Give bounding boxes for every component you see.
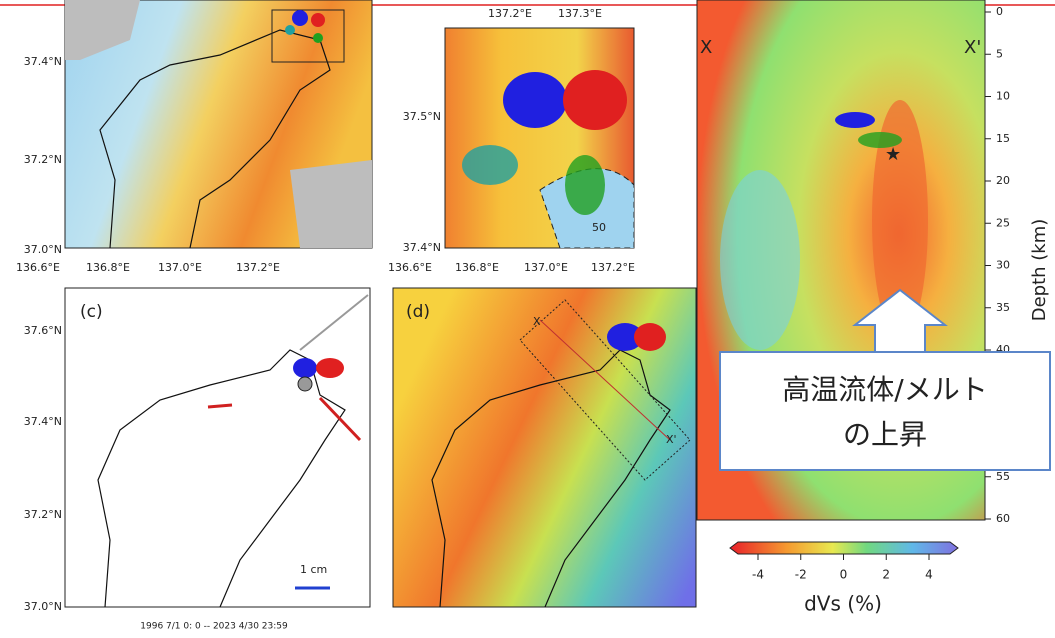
callout-line: 高温流体/メルト	[782, 373, 987, 406]
contour-label: 50	[592, 221, 606, 234]
depth-tick-label: 0	[996, 5, 1003, 18]
panel-a	[65, 0, 372, 248]
lon-label: 137.0°E	[158, 261, 202, 274]
lat-label: 37.6°N	[24, 324, 62, 337]
section-end: X'	[666, 433, 677, 446]
panel-d: (d) X X'	[393, 288, 696, 607]
scale-label: 1 cm	[300, 563, 327, 576]
lon-label: 136.8°E	[455, 261, 499, 274]
colorbar-tick-label: 2	[882, 568, 890, 582]
figure: 50 ★ X X' Depth (km) (c) 1 cm 1996 7/1 0…	[0, 0, 1055, 638]
colorbar-label: dVs (%)	[804, 592, 882, 616]
lat-label: 37.4°N	[403, 241, 441, 254]
panel-label: (d)	[406, 302, 430, 322]
lon-label: 137.2°E	[236, 261, 280, 274]
lat-label: 37.0°N	[24, 243, 62, 256]
panel-b: 50	[445, 28, 634, 248]
lat-label: 37.4°N	[24, 415, 62, 428]
section-end: X'	[964, 37, 981, 58]
depth-tick-label: 60	[996, 512, 1010, 525]
section-start: X	[700, 37, 712, 58]
lon-label: 136.8°E	[86, 261, 130, 274]
depth-tick-label: 55	[996, 470, 1010, 483]
depth-tick-label: 10	[996, 90, 1010, 103]
lon-label: 137.3°E	[558, 7, 602, 20]
depth-tick-label: 25	[996, 216, 1010, 229]
lat-label: 37.4°N	[24, 55, 62, 68]
colorbar-tick-label: -2	[795, 568, 807, 582]
lon-label: 137.0°E	[524, 261, 568, 274]
lat-label: 37.2°N	[24, 153, 62, 166]
depth-axis-label: Depth (km)	[1029, 219, 1050, 322]
depth-tick-label: 15	[996, 132, 1010, 145]
colorbar-tick-label: 4	[925, 568, 933, 582]
lat-label: 37.0°N	[24, 600, 62, 613]
lon-label: 136.6°E	[388, 261, 432, 274]
panel-label: (c)	[80, 302, 103, 322]
lat-label: 37.5°N	[403, 110, 441, 123]
callout-line: の上昇	[843, 418, 927, 451]
colorbar-tick-label: 0	[840, 568, 848, 582]
depth-tick-label: 30	[996, 259, 1010, 272]
lat-label: 37.2°N	[24, 508, 62, 521]
lon-label: 136.6°E	[16, 261, 60, 274]
lon-label: 137.2°E	[488, 7, 532, 20]
lon-label: 137.2°E	[591, 261, 635, 274]
section-start: X	[533, 315, 541, 328]
star: ★	[885, 144, 901, 165]
period: 1996 7/1 0: 0 -- 2023 4/30 23:59	[140, 622, 288, 632]
colorbar-tick-label: -4	[752, 568, 764, 582]
panel-c: (c) 1 cm 1996 7/1 0: 0 -- 2023 4/30 23:5…	[65, 288, 370, 632]
depth-tick-label: 35	[996, 301, 1010, 314]
depth-tick-label: 20	[996, 174, 1010, 187]
depth-tick-label: 5	[996, 47, 1003, 60]
